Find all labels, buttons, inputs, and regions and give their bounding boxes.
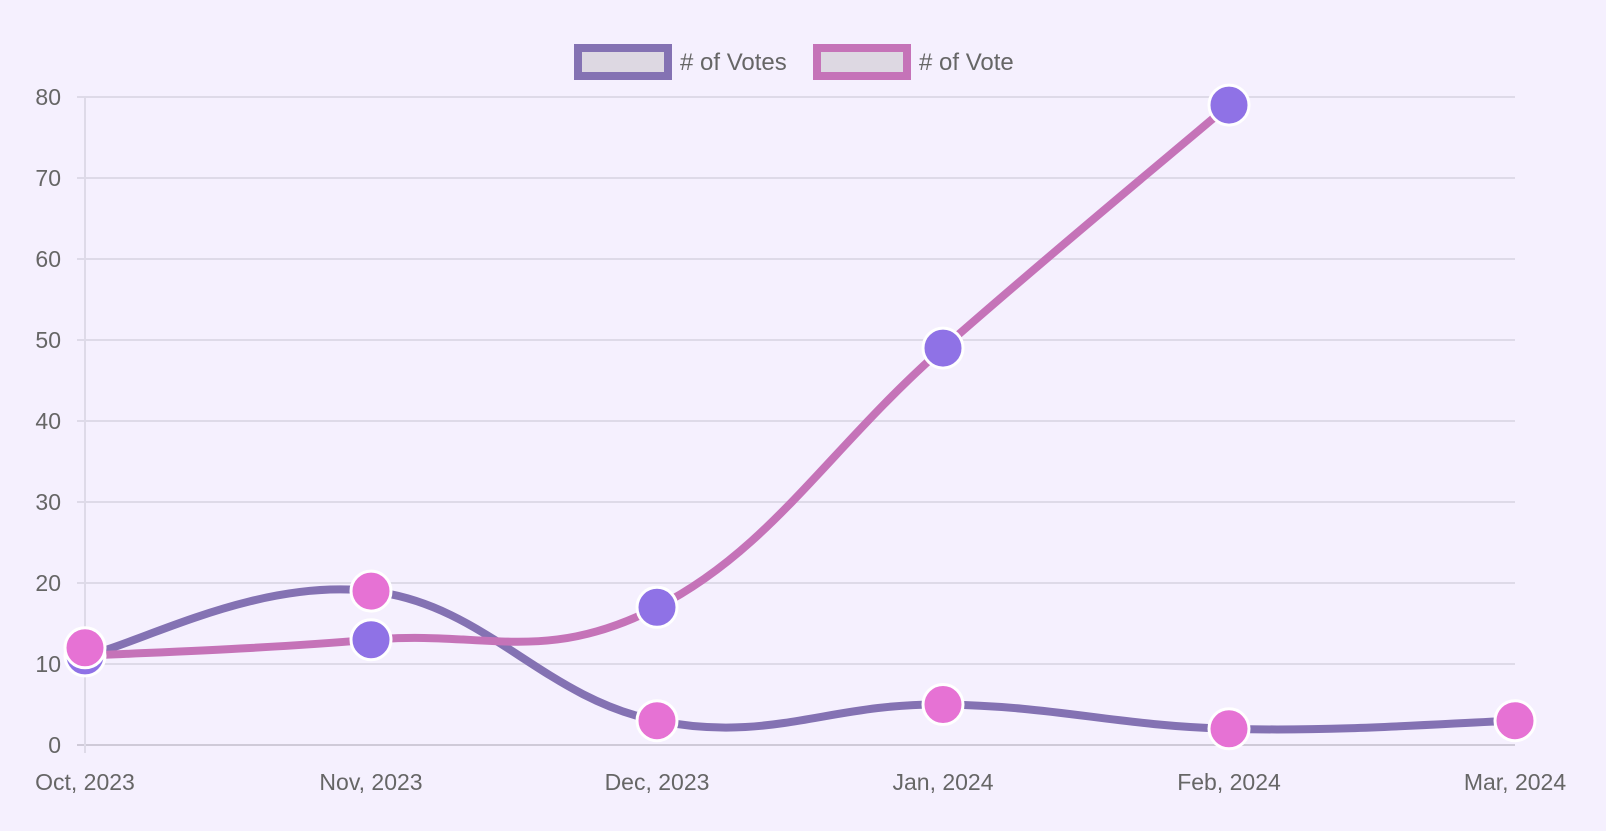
y-tick-label: 10 [35,651,61,677]
x-tick-label: Mar, 2024 [1464,769,1566,795]
data-point-vote [921,683,965,726]
x-tick-label: Nov, 2023 [319,769,422,795]
y-tick-label: 40 [35,408,61,434]
grid-layer [77,96,1515,746]
y-tick-label: 0 [48,732,61,758]
y-tick-label: 50 [35,327,61,353]
data-point-votes [349,618,393,662]
x-tick-label: Dec, 2023 [605,769,710,795]
data-point-vote [1207,707,1251,751]
x-tick-label: Oct, 2023 [35,769,135,795]
data-point-votes [1207,83,1251,127]
axis-layer: 0 10 20 30 40 50 60 70 80 Oct, 2023 Nov, 2023 Dec, … [35,84,1566,795]
data-point-vote [349,569,393,613]
data-point-votes [921,326,965,370]
y-tick-label: 60 [35,246,61,272]
legend-swatch-1 [574,44,672,80]
legend-label-2: # of Vote [919,49,1014,76]
x-tick-label: Jan, 2024 [892,769,993,795]
data-point-vote [1493,699,1537,743]
legend-label-1: # of Votes [680,49,787,76]
series-points [63,83,1537,751]
x-tick-label: Feb, 2024 [1177,769,1281,795]
data-point-vote [635,699,679,743]
y-tick-label: 20 [35,570,61,596]
data-point-vote [63,626,107,670]
data-point-votes [635,585,679,629]
legend-swatch-2 [813,44,911,80]
legend: # of Votes # of Vote [574,44,1014,80]
y-tick-label: 80 [35,84,61,110]
y-tick-label: 30 [35,489,61,515]
y-tick-label: 70 [35,165,61,191]
series-line-2 [81,101,1233,660]
series-lines [81,101,1519,734]
series-line-1 [81,585,1519,734]
